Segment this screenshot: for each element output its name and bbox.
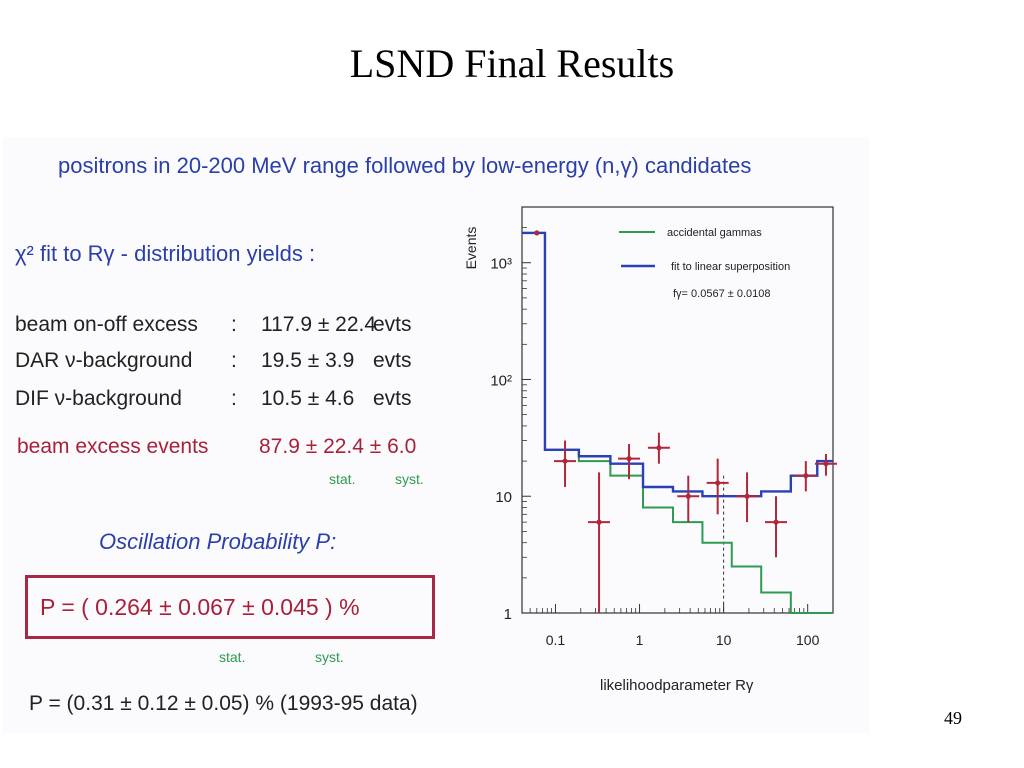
row-colon: : <box>231 313 237 336</box>
data-point <box>534 230 540 236</box>
data-point <box>562 458 568 464</box>
row-colon: : <box>231 349 237 372</box>
slide-number: 49 <box>944 708 962 728</box>
y-tick-label: 1 <box>504 606 512 623</box>
row-unit: evts <box>373 313 412 336</box>
data-point <box>685 493 691 499</box>
y-tick-label: 10 <box>495 489 512 506</box>
x-tick-label: 0.1 <box>546 632 566 648</box>
slide-title: LSND Final Results <box>349 41 675 86</box>
p-stat-label: stat. <box>219 649 246 665</box>
previous-result: P = (0.31 ± 0.12 ± 0.05) % (1993-95 data… <box>29 692 418 715</box>
data-point <box>773 519 779 525</box>
row-value: 117.9 ± 22.4 <box>261 313 377 336</box>
data-point <box>744 493 750 499</box>
data-point <box>596 519 602 525</box>
syst-label: syst. <box>395 471 424 487</box>
x-tick-label: 100 <box>796 632 820 648</box>
row-label: DIF ν-background <box>15 387 182 410</box>
legend-annotation: fγ= 0.0567 ± 0.0108 <box>673 288 770 300</box>
row-label: beam on-off excess <box>15 313 198 336</box>
histogram-series <box>522 231 833 498</box>
data-point <box>803 473 809 479</box>
x-tick-label: 1 <box>636 632 644 648</box>
results-panel: positrons in 20-200 MeV range followed b… <box>3 137 869 733</box>
y-tick-label: 10³ <box>490 256 512 273</box>
legend-label: accidental gammas <box>667 227 762 239</box>
row-label: DAR ν-background <box>15 349 193 372</box>
plot-frame <box>521 206 834 614</box>
headline: positrons in 20-200 MeV range followed b… <box>58 153 752 178</box>
y-axis-label: Events <box>463 227 479 270</box>
data-point <box>823 461 829 467</box>
excess-label: beam excess events <box>17 435 209 458</box>
row-value: 10.5 ± 4.6 <box>261 387 355 410</box>
row-unit: evts <box>373 387 412 410</box>
chi-square-line: χ² fit to Rγ - distribution yields : <box>15 241 316 266</box>
y-tick-label: 10² <box>490 372 512 389</box>
data-point <box>715 480 721 486</box>
stat-label: stat. <box>329 471 356 487</box>
x-axis-label: likelihoodparameter Rγ <box>600 677 754 694</box>
probability-formula: P = ( 0.264 ± 0.067 ± 0.045 ) % <box>40 594 360 620</box>
row-unit: evts <box>373 349 412 372</box>
row-value: 19.5 ± 3.9 <box>261 349 355 372</box>
data-point <box>656 445 662 451</box>
excess-value: 87.9 ± 22.4 ± 6.0 <box>259 435 417 458</box>
legend-label: fit to linear superposition <box>671 261 790 273</box>
row-colon: : <box>231 387 237 410</box>
x-tick-label: 10 <box>716 632 732 648</box>
probability-box: P = ( 0.264 ± 0.067 ± 0.045 ) % <box>25 575 435 639</box>
data-point <box>626 456 632 462</box>
oscillation-title: Oscillation Probability P: <box>99 529 337 554</box>
p-syst-label: syst. <box>315 649 344 665</box>
